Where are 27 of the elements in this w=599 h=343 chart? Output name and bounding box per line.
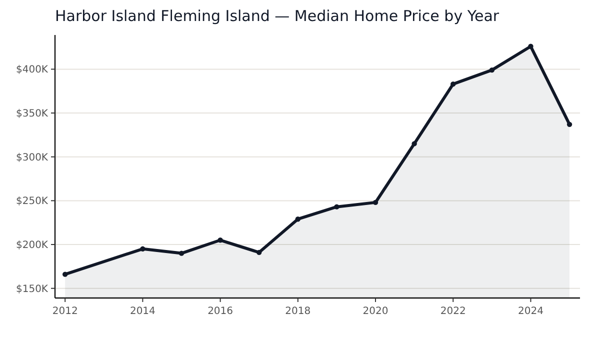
y-tick-label: $400K	[16, 64, 48, 76]
y-tick-label: $350K	[16, 108, 48, 120]
point	[256, 250, 262, 256]
chart-title: Harbor Island Fleming Island — Median Home Price by Year	[55, 7, 500, 25]
point	[62, 272, 68, 277]
x-tick-label: 2012	[52, 306, 78, 317]
x-tick-label: 2014	[130, 306, 156, 317]
point	[295, 216, 301, 222]
x-tick-label: 2018	[285, 306, 311, 317]
x-tick-label: 2016	[208, 306, 234, 317]
point	[450, 81, 456, 87]
x-tick-label: 2024	[518, 306, 544, 317]
point	[412, 141, 417, 146]
x-tick-label: 2020	[362, 306, 388, 317]
point	[489, 67, 495, 73]
y-tick-label: $250K	[16, 196, 48, 208]
point	[218, 238, 223, 243]
point	[566, 122, 572, 128]
point	[178, 250, 184, 256]
point	[334, 204, 340, 210]
point	[528, 44, 534, 49]
point	[372, 200, 378, 206]
x-tick-label: 2022	[440, 306, 466, 317]
y-tick-label: $300K	[16, 152, 48, 164]
y-tick-label: $200K	[16, 240, 48, 252]
point	[140, 246, 146, 252]
y-tick-label: $150K	[16, 284, 48, 295]
